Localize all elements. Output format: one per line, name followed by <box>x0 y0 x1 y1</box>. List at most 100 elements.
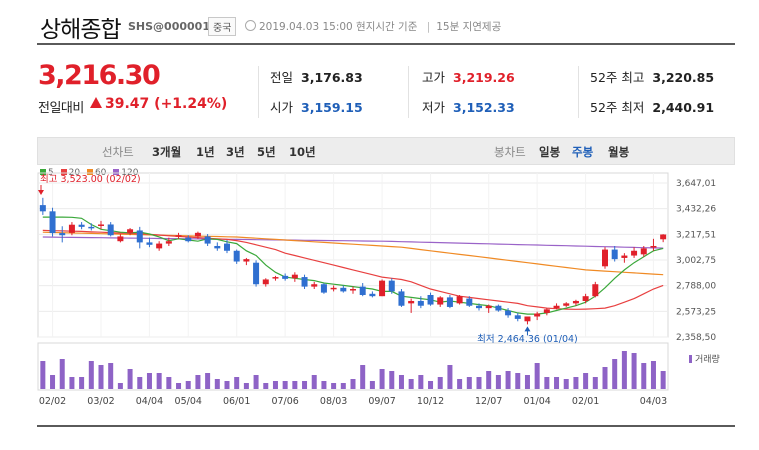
tab-daily[interactable]: 일봉 <box>539 145 561 159</box>
volume-bar <box>563 379 569 389</box>
volume-bar <box>302 381 308 389</box>
chart-annotations: 최고 3,523.00 (02/02) 최저 2,464.36 (01/04) <box>38 174 578 345</box>
volume-swatch <box>689 355 692 363</box>
candle <box>427 294 434 305</box>
volume-bar <box>389 371 395 389</box>
time-info: 2019.04.03 15:00 현지시간 기준 | 15분 지연제공 <box>245 19 501 34</box>
volume-bar <box>263 383 269 389</box>
candle <box>78 224 85 227</box>
candles <box>39 197 667 325</box>
change-percent: (+1.24%) <box>154 96 228 112</box>
stat-value: 3,219.26 <box>453 70 515 85</box>
candle <box>650 245 657 248</box>
tab-10-years[interactable]: 10년 <box>289 145 316 159</box>
candle <box>602 249 608 267</box>
candle <box>408 300 415 304</box>
volume-bar <box>408 379 414 389</box>
ma120-line <box>42 236 664 249</box>
y-tick-label: 2,788,00 <box>676 282 716 292</box>
stat-open: 시가 3,159.15 <box>270 97 363 116</box>
high-annotation: 최고 3,523.00 (02/02) <box>40 174 141 185</box>
time-text: 2019.04.03 15:00 현지시간 기준 <box>259 21 418 33</box>
chart-axes: 3,647,01 3,432,26 3,217,51 3,002,75 2,788,00… <box>39 179 717 407</box>
volume-bar <box>282 381 288 389</box>
volume-bar <box>360 365 366 389</box>
y-tick-label: 3,432,26 <box>676 205 716 215</box>
volume-bar <box>117 383 123 389</box>
volume-bar <box>156 373 162 389</box>
stat-divider <box>578 66 579 118</box>
volume-bar <box>612 359 618 389</box>
volume-bar <box>146 373 152 389</box>
time-separator: | <box>426 21 431 33</box>
up-triangle-icon <box>90 97 102 108</box>
price-frame <box>37 172 669 338</box>
volume-bar <box>524 375 530 389</box>
volume-bar <box>621 351 627 389</box>
x-tick-label: 09/07 <box>368 396 395 407</box>
candle <box>253 262 260 285</box>
volume-bar <box>369 381 375 389</box>
volume-bar <box>137 377 143 389</box>
x-tick-label: 04/04 <box>136 396 163 407</box>
volume-bar <box>234 377 240 389</box>
tab-3-months[interactable]: 3개월 <box>152 145 182 159</box>
volume-bar <box>650 361 656 389</box>
volume-bar <box>311 375 317 389</box>
candle <box>214 245 221 249</box>
candle <box>350 289 356 291</box>
candle <box>156 243 163 249</box>
country-badge: 중국 <box>208 17 237 36</box>
volume-bar <box>428 381 434 389</box>
tab-monthly[interactable]: 월봉 <box>608 145 630 159</box>
tab-1-year[interactable]: 1년 <box>196 145 215 159</box>
candle <box>417 300 424 306</box>
candle <box>592 284 599 297</box>
candle <box>534 313 541 317</box>
y-tick-label: 2,358,50 <box>676 333 716 343</box>
volume-bar <box>554 377 560 389</box>
candle <box>398 291 405 306</box>
volume-bar <box>418 375 424 389</box>
y-tick-label: 3,647,01 <box>676 179 716 189</box>
candle <box>514 315 521 319</box>
volume-bar <box>583 373 589 389</box>
candle <box>340 287 347 292</box>
candle <box>582 296 589 301</box>
volume-bar <box>321 381 327 389</box>
volume-bar <box>292 381 298 389</box>
tab-5-years[interactable]: 5년 <box>257 145 276 159</box>
volume-bar <box>544 377 550 389</box>
stat-value: 3,220.85 <box>652 70 715 85</box>
volume-bar <box>379 369 385 389</box>
ma20-line <box>42 229 664 310</box>
candle <box>388 280 395 292</box>
candle <box>243 259 250 262</box>
current-price: 3,216.30 <box>38 60 161 91</box>
candle <box>505 310 512 316</box>
x-tick-label: 08/03 <box>320 396 347 407</box>
volume-bar <box>457 379 463 389</box>
volume-bar <box>224 381 230 389</box>
candle <box>330 287 337 290</box>
low-annotation: 최저 2,464.36 (01/04) <box>477 334 578 345</box>
clock-icon <box>245 20 256 31</box>
candle <box>524 316 531 322</box>
tab-3-years[interactable]: 3년 <box>226 145 245 159</box>
tab-weekly[interactable]: 주봉 <box>572 145 594 159</box>
candle <box>59 233 66 236</box>
volume-bar <box>50 375 56 389</box>
stat-label: 고가 <box>422 70 446 85</box>
chart-period-tabbar: 선차트 3개월 1년 3년 5년 10년 봉차트 일봉 주봉 월봉 <box>37 137 735 165</box>
y-tick-label: 2,573,25 <box>676 307 716 317</box>
stock-header: 상해종합 SHS@000001 중국 2019.04.03 15:00 현지시간… <box>40 8 735 43</box>
stat-divider <box>258 66 259 118</box>
candle <box>437 297 444 305</box>
candle <box>127 229 134 233</box>
volume-bar <box>505 371 511 389</box>
volume-bar <box>253 375 259 389</box>
change-amount: 39.47 <box>105 96 150 112</box>
stat-divider <box>408 66 409 118</box>
candle <box>359 286 366 295</box>
